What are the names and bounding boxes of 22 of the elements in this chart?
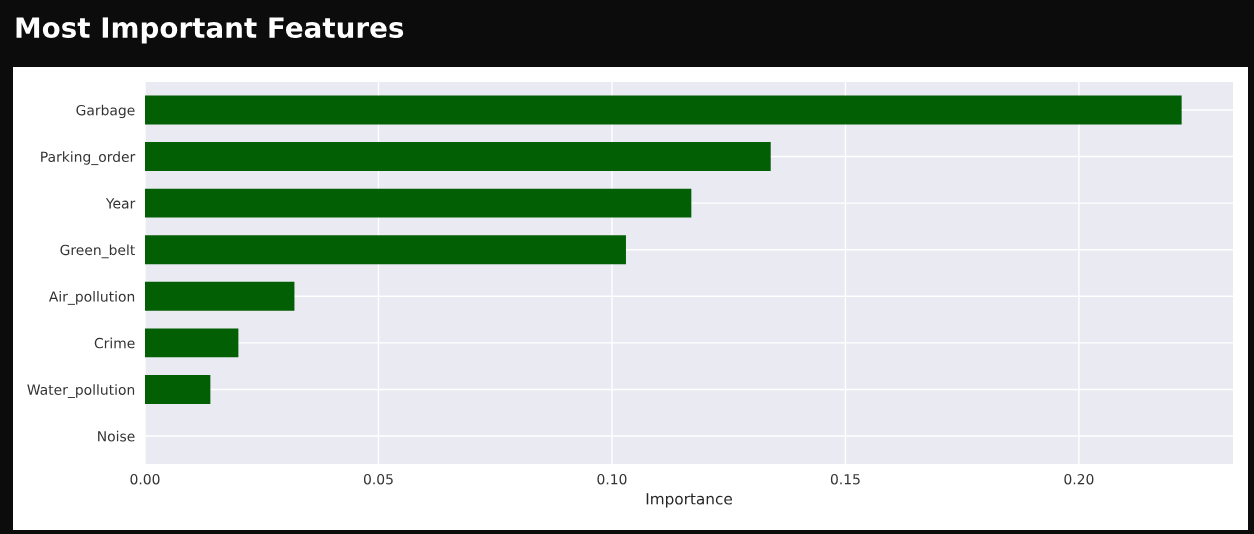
y-tick-label: Noise [98, 430, 135, 442]
x-axis-title: Importance [646, 493, 732, 508]
y-tick-label: Year [105, 198, 136, 209]
y-tick-label: Crime [94, 337, 135, 349]
y-tick-label: Garbage [76, 104, 135, 119]
bar [145, 375, 211, 404]
chart-title: Most Important Features [16, 17, 404, 44]
bar [145, 328, 239, 358]
x-tick-label: 0.15 [830, 473, 860, 485]
x-tick-label: 0.20 [1064, 473, 1094, 485]
x-tick-label: 0.00 [130, 473, 160, 485]
x-tick-label: 0.10 [597, 473, 627, 485]
y-tick-label: Air_pollution [48, 291, 135, 305]
y-tick-label: Parking_order [41, 151, 136, 166]
bar [145, 142, 771, 171]
bar [145, 95, 1182, 125]
x-tick-label: 0.05 [363, 473, 393, 485]
y-tick-label: Water_pollution [27, 384, 135, 399]
bar [145, 281, 295, 311]
bar [145, 235, 626, 265]
bar [145, 188, 692, 218]
y-tick-label: Green_belt [60, 244, 135, 259]
